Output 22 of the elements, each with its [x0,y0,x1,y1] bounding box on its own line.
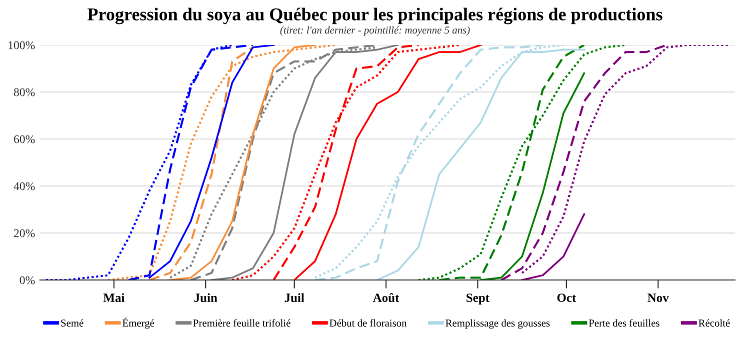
y-tick-label: 80% [14,88,35,96]
x-tick-label: Mai [103,293,125,302]
legend-label: Première feuille trifolié [193,319,290,327]
y-tick-label: 20% [14,229,35,238]
legend-label: Perte des feuilles [588,319,660,327]
x-tick-label: Août [372,293,400,302]
legend-label: Début de floraison [330,319,407,327]
chart-subtitle: (tiret: l'an dernier - pointillé: moyenne 5 ans) [280,26,470,36]
x-tick-label: Oct [557,294,576,302]
y-tick-label: 100% [8,41,35,50]
chart-title: Progression du soya au Québec pour les principales régions de productions [88,8,662,24]
legend-label: Semé [61,319,84,327]
y-tick-label: 40% [14,182,35,190]
x-tick-label: Juin [194,293,218,302]
legend-label: Remplissage des gousses [446,319,550,329]
legend-label: Récolté [698,319,730,327]
x-tick-label: Nov [648,294,669,302]
y-tick-label: 60% [14,135,35,144]
x-tick-label: Sept [466,294,490,305]
x-tick-label: Juil [284,293,304,302]
y-tick-label: 0% [20,276,35,284]
legend-label: Émergé [122,318,154,329]
